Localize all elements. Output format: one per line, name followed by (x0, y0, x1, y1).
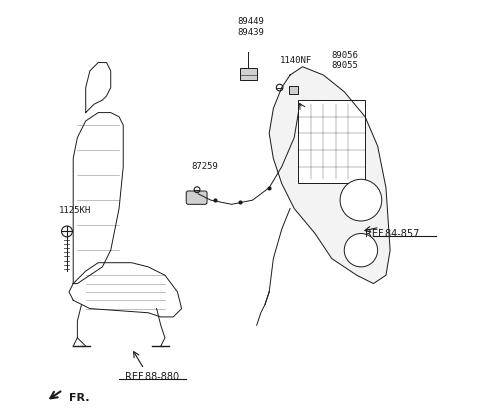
Circle shape (340, 179, 382, 221)
Text: 1140NF: 1140NF (280, 56, 312, 65)
Bar (289, 86, 299, 94)
Text: REF.84-857: REF.84-857 (365, 229, 420, 239)
Text: 1125KH: 1125KH (59, 206, 91, 215)
Polygon shape (269, 67, 390, 284)
Bar (299, 100, 365, 183)
Text: 89449
89439: 89449 89439 (237, 18, 264, 37)
Bar (240, 68, 257, 80)
Text: FR.: FR. (69, 393, 90, 403)
FancyBboxPatch shape (186, 191, 207, 204)
Text: 87259: 87259 (191, 162, 218, 171)
Text: 89056
89055: 89056 89055 (332, 51, 359, 70)
Text: REF.88-880: REF.88-880 (125, 372, 180, 382)
Circle shape (344, 234, 378, 267)
